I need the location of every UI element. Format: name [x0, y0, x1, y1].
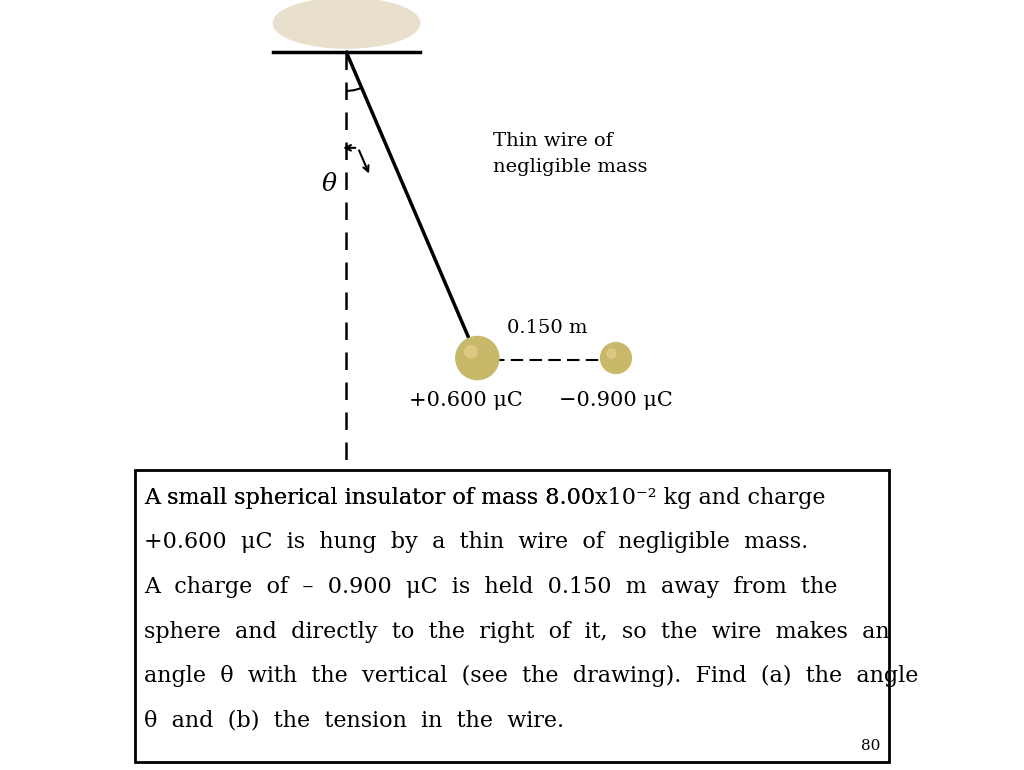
Text: 0.150 m: 0.150 m [507, 320, 588, 337]
Text: A small spherical insulator of mass 8.00x10⁻² kg and charge: A small spherical insulator of mass 8.00… [144, 487, 825, 509]
Ellipse shape [273, 0, 420, 48]
Circle shape [600, 343, 632, 373]
Text: angle  θ  with  the  vertical  (see  the  drawing).  Find  (a)  the  angle: angle θ with the vertical (see the drawi… [144, 665, 919, 688]
Circle shape [456, 336, 499, 380]
Text: +0.600  μC  is  hung  by  a  thin  wire  of  negligible  mass.: +0.600 μC is hung by a thin wire of negl… [144, 531, 808, 554]
Text: θ: θ [322, 173, 336, 196]
Text: Thin wire of
negligible mass: Thin wire of negligible mass [493, 132, 647, 176]
Text: +0.600 μC: +0.600 μC [409, 391, 522, 410]
Circle shape [607, 349, 615, 358]
Bar [135, 470, 889, 762]
Text: −0.900 μC: −0.900 μC [559, 391, 673, 410]
Text: sphere  and  directly  to  the  right  of  it,  so  the  wire  makes  an: sphere and directly to the right of it, … [144, 621, 890, 643]
Text: A small spherical insulator of mass 8.00: A small spherical insulator of mass 8.00 [144, 487, 595, 509]
Text: θ  and  (b)  the  tension  in  the  wire.: θ and (b) the tension in the wire. [144, 710, 564, 732]
Text: A  charge  of  –  0.900  μC  is  held  0.150  m  away  from  the: A charge of – 0.900 μC is held 0.150 m a… [144, 576, 838, 598]
Text: 80: 80 [861, 739, 880, 753]
Circle shape [465, 346, 477, 357]
